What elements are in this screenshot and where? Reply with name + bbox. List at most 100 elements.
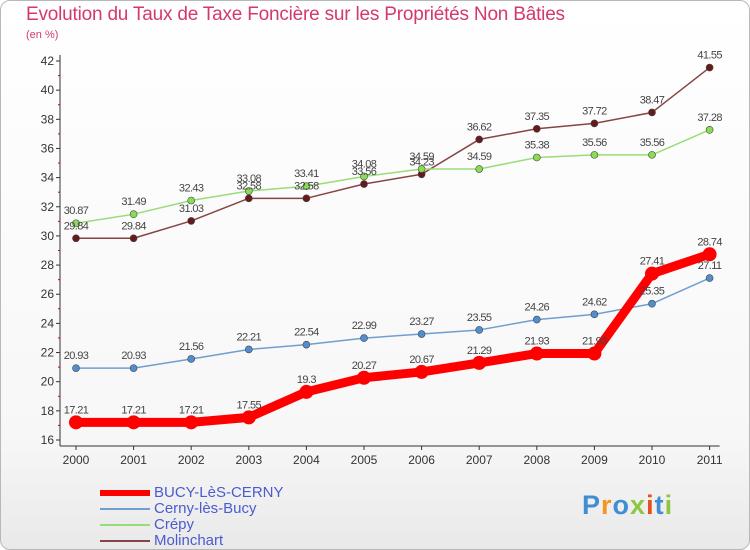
data-label: 21.93 [525,336,550,348]
data-point [72,364,80,372]
data-label: 27.41 [640,256,665,268]
logo-letter: i [664,490,674,520]
data-label: 28.74 [697,236,722,248]
y-tick-label: 30 [41,229,55,243]
data-label: 17.21 [64,404,89,416]
data-point [532,124,541,133]
data-point [414,364,429,379]
data-point [299,384,314,399]
y-tick-label: 34 [41,171,55,185]
data-point [475,135,484,144]
y-tick-label: 32 [41,200,55,214]
y-tick-label: 36 [41,141,55,155]
chart-title: Evolution du Taux de Taxe Foncière sur l… [26,4,565,25]
data-label: 20.93 [64,350,89,362]
x-tick-label: 2009 [581,453,608,467]
data-point [129,364,138,372]
data-label: 31.49 [121,196,146,208]
data-point [648,151,656,159]
x-tick-label: 2007 [466,453,493,467]
y-tick-label: 26 [41,287,55,301]
data-point [184,415,199,430]
data-point [532,153,541,162]
x-tick-label: 2002 [178,453,205,467]
logo-letter: t [654,490,665,520]
data-label: 19.3 [297,374,316,386]
data-label: 32.43 [179,183,204,195]
y-tick-label: 18 [41,404,55,418]
data-point [705,63,714,72]
y-tick-label: 40 [41,83,55,97]
data-point [187,217,195,225]
data-label: 33.56 [352,166,377,178]
data-point [360,172,368,181]
logo-letter: o [612,490,631,520]
data-point [645,266,659,281]
data-point [590,151,599,159]
legend-swatch-molinchart [100,540,150,542]
data-point [529,346,544,361]
data-point [360,180,368,188]
data-label: 32.58 [294,180,319,192]
data-label: 23.27 [409,316,434,328]
data-label: 38.47 [640,94,665,106]
data-point [245,345,253,354]
data-label: 20.27 [352,360,377,372]
data-point [532,315,541,324]
data-label: 32.58 [237,180,262,192]
y-tick-label: 22 [41,346,55,360]
x-tick-label: 2008 [523,453,550,467]
data-label: 17.21 [121,404,146,416]
data-label: 33.41 [294,168,319,180]
data-point [69,415,83,430]
data-point [587,346,602,361]
data-label: 35.38 [525,139,550,151]
data-label: 24.62 [582,296,607,308]
data-point [417,330,426,338]
legend-swatch-cerny [100,508,150,510]
data-label: 21.56 [179,341,204,353]
data-label: 34.59 [467,151,492,163]
x-tick-label: 2001 [120,453,147,467]
data-label: 21.93 [582,336,607,348]
data-label: 36.62 [467,121,492,133]
data-point [648,299,656,308]
data-label: 22.99 [352,320,377,332]
logo-letter: r [601,490,613,520]
proxiti-logo: Proxiti [582,490,673,521]
legend-swatch-bucy [100,490,150,496]
y-tick-label: 20 [41,375,55,389]
data-label: 25.35 [640,286,665,298]
data-point [129,210,138,219]
data-point [475,165,484,173]
data-point [187,196,195,205]
x-tick-label: 2010 [639,453,666,467]
y-tick-label: 16 [41,433,55,447]
data-point [302,194,311,203]
series-line-2 [75,129,711,224]
y-tick-label: 28 [41,258,55,272]
x-tick-label: 2003 [235,453,262,467]
x-tick-label: 2005 [351,453,378,467]
data-point [187,355,195,363]
x-tick-label: 2000 [63,453,90,467]
y-tick-label: 38 [41,112,55,126]
legend-swatch-crepy [100,524,150,526]
series-line-0 [71,249,715,427]
data-point [417,165,426,173]
x-tick-label: 2011 [697,453,723,467]
data-label: 37.35 [525,111,550,123]
data-point [302,182,311,191]
data-point [475,326,484,334]
data-point [590,119,599,128]
legend-label-crepy: Crépy [154,516,195,533]
data-label: 41.55 [697,50,722,62]
data-point [72,234,80,243]
unit-label: (en %) [26,29,59,41]
data-point [472,355,487,370]
data-label: 17.55 [237,399,262,411]
data-label: 34.59 [409,151,434,163]
data-point [129,234,138,243]
